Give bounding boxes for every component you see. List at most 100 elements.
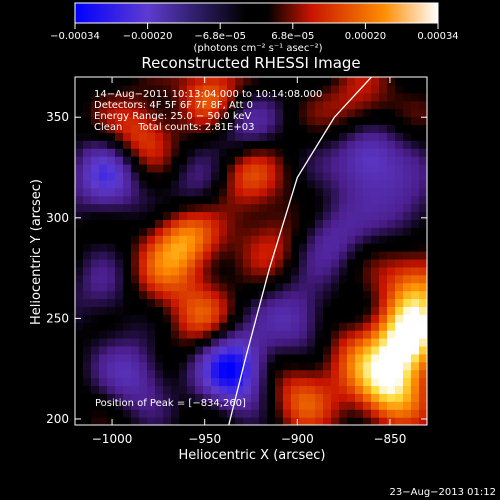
heatmap-cell: [267, 282, 276, 292]
heatmap-cell: [219, 409, 228, 418]
heatmap-cell: [139, 132, 148, 141]
heatmap-cell: [75, 393, 84, 402]
heatmap-cell: [355, 251, 364, 260]
heatmap-cell: [99, 306, 108, 315]
heatmap-cell: [251, 227, 260, 236]
heatmap-cell: [163, 409, 172, 418]
heatmap-cell: [83, 227, 92, 236]
heatmap-cell: [147, 251, 156, 260]
heatmap-cell: [195, 124, 204, 133]
heatmap-cell: [83, 274, 92, 284]
heatmap-cell: [251, 77, 260, 86]
heatmap-cell: [267, 385, 276, 394]
info-overlay: 14−Aug−2011 10:13:04.000 to 10:14:08.000…: [94, 89, 322, 409]
heatmap-cell: [139, 306, 148, 315]
heatmap-cell: [251, 156, 260, 165]
heatmap-cell: [83, 298, 92, 307]
heatmap-cell: [75, 385, 84, 394]
heatmap-cell: [211, 377, 220, 387]
heatmap-cell: [339, 353, 348, 363]
timestamp: 23−Aug−2013 01:12: [390, 487, 496, 498]
heatmap-cell: [107, 330, 116, 339]
heatmap-cell: [347, 164, 356, 173]
heatmap-cell: [195, 140, 204, 149]
heatmap-cell: [187, 100, 196, 110]
heatmap-cell: [307, 211, 316, 220]
heatmap-cell: [355, 298, 364, 307]
heatmap-cell: [291, 369, 300, 379]
heatmap-cell: [83, 140, 92, 149]
heatmap-cell: [371, 338, 380, 347]
heatmap-cell: [147, 290, 156, 300]
heatmap-cell: [131, 361, 140, 371]
heatmap-cell: [379, 258, 388, 268]
heatmap-cell: [251, 92, 260, 102]
heatmap-cell: [315, 385, 324, 394]
heatmap-cell: [147, 258, 156, 268]
heatmap-cell: [139, 409, 148, 418]
heatmap-cell: [371, 314, 380, 323]
heatmap-cell: [283, 338, 292, 347]
heatmap-cell: [171, 148, 180, 157]
heatmap-cell: [283, 187, 292, 197]
heatmap-cell: [395, 187, 404, 197]
heatmap-cell: [387, 179, 396, 189]
colorbar-ticks: −0.00034 −0.00020 −6.8e−05 6.8e−05 0.00020 0.…: [50, 23, 459, 42]
heatmap-cell: [107, 156, 116, 165]
heatmap-cell: [91, 227, 100, 236]
heatmap-cell: [411, 148, 420, 157]
heatmap-cell: [283, 306, 292, 315]
heatmap-cell: [235, 345, 244, 355]
heatmap-cell: [267, 417, 276, 425]
heatmap-cell: [315, 179, 324, 189]
heatmap-cell: [371, 393, 380, 402]
heatmap-cell: [291, 266, 300, 276]
heatmap-cell: [227, 385, 236, 394]
heatmap-cell: [195, 187, 204, 197]
heatmap-cell: [395, 219, 404, 228]
heatmap-cell: [123, 361, 132, 371]
heatmap-cell: [299, 179, 308, 189]
heatmap-cell: [155, 171, 164, 181]
heatmap-cell: [147, 266, 156, 276]
heatmap-cell: [227, 187, 236, 197]
heatmap-cell: [387, 298, 396, 307]
heatmap-cell: [411, 345, 420, 355]
heatmap-cell: [75, 345, 84, 355]
heatmap-cell: [107, 148, 116, 157]
heatmap-cell: [139, 235, 148, 244]
heatmap-cell: [267, 266, 276, 276]
heatmap-cell: [219, 282, 228, 292]
heatmap-cell: [179, 314, 188, 323]
heatmap-cell: [251, 132, 260, 141]
heatmap-cell: [363, 140, 372, 149]
heatmap-cell: [275, 282, 284, 292]
heatmap-cell: [99, 164, 108, 173]
heatmap-cell: [419, 227, 427, 236]
heatmap-cell: [419, 393, 427, 402]
heatmap-cell: [355, 92, 364, 102]
heatmap-cell: [371, 385, 380, 394]
heatmap-cell: [203, 330, 212, 339]
heatmap-cell: [347, 132, 356, 141]
heatmap-cell: [307, 290, 316, 300]
heatmap-cell: [91, 417, 100, 425]
heatmap-cell: [299, 100, 308, 110]
heatmap-cell: [243, 338, 252, 347]
heatmap-cell: [203, 369, 212, 379]
heatmap-cell: [155, 100, 164, 110]
heatmap-cell: [179, 124, 188, 133]
heatmap-cell: [331, 417, 340, 425]
heatmap-cell: [203, 100, 212, 110]
heatmap-cell: [187, 203, 196, 213]
heatmap-cell: [235, 84, 244, 94]
heatmap-cell: [307, 393, 316, 402]
heatmap-cell: [339, 77, 348, 86]
heatmap-cell: [83, 314, 92, 323]
heatmap-cell: [219, 314, 228, 323]
heatmap-cell: [187, 306, 196, 315]
heatmap-cell: [339, 92, 348, 102]
heatmap-cell: [83, 385, 92, 394]
heatmap-cell: [355, 330, 364, 339]
heatmap-cell: [115, 219, 124, 228]
